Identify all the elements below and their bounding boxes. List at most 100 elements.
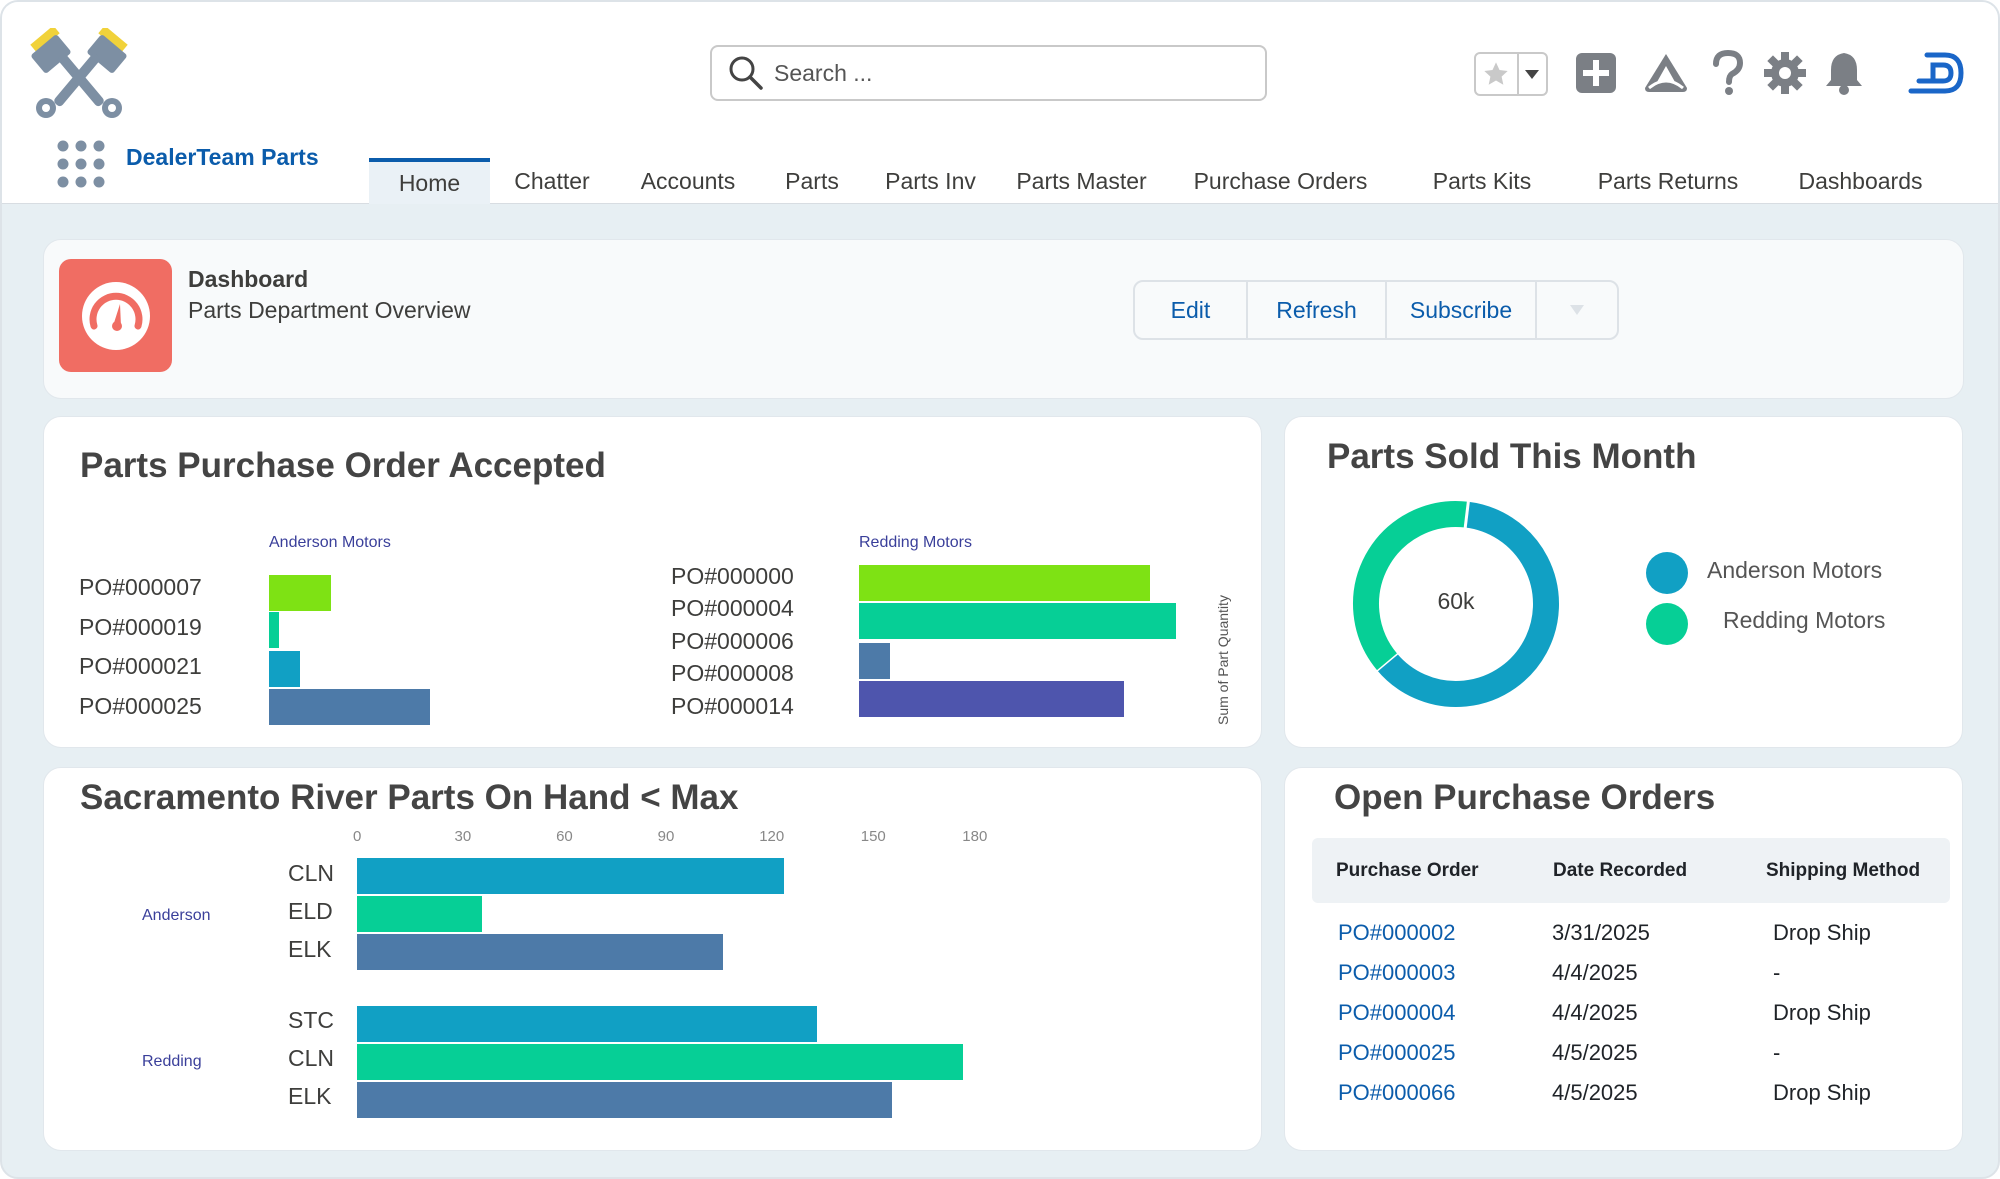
tab-parts-returns[interactable]: Parts Returns (1567, 158, 1769, 204)
setup-gear-icon[interactable] (1761, 48, 1809, 98)
on-hand-bar[interactable] (357, 858, 784, 894)
parts-sold-title: Parts Sold This Month (1327, 437, 1697, 476)
more-actions-button[interactable] (1537, 282, 1617, 338)
shipping-method-cell: - (1773, 1040, 1781, 1065)
search-input[interactable] (774, 59, 1244, 87)
category-label: ELK (288, 1083, 332, 1109)
tab-label: Parts Master (1016, 167, 1147, 194)
add-icon[interactable] (1572, 48, 1620, 98)
app-launcher-grid-icon[interactable] (55, 138, 107, 190)
favorites-star-icon[interactable] (1476, 54, 1517, 94)
purchase-order-link[interactable]: PO#000002 (1338, 920, 1456, 945)
po-accepted-card: Parts Purchase Order Accepted Anderson M… (43, 416, 1262, 748)
refresh-button[interactable]: Refresh (1248, 282, 1387, 338)
legend-label-redding: Redding Motors (1723, 607, 1886, 633)
favorites-control[interactable] (1474, 52, 1548, 96)
subscribe-button[interactable]: Subscribe (1387, 282, 1537, 338)
tab-home[interactable]: Home (369, 158, 490, 204)
edit-button[interactable]: Edit (1135, 282, 1248, 338)
po-bar[interactable] (859, 643, 891, 679)
po-category-label: PO#000004 (671, 595, 794, 621)
tab-accounts[interactable]: Accounts (614, 158, 762, 204)
parts-sold-card: Parts Sold This Month 60k Anderson Motor… (1284, 416, 1963, 748)
on-hand-title: Sacramento River Parts On Hand < Max (80, 778, 739, 817)
tab-parts-kits[interactable]: Parts Kits (1397, 158, 1567, 204)
po-category-label: PO#000025 (79, 693, 202, 719)
legend-label-anderson: Anderson Motors (1707, 557, 1883, 583)
dashboard-header-card: Dashboard Parts Department Overview Edit… (43, 239, 1964, 399)
category-label: ELD (288, 898, 333, 924)
tab-label: Purchase Orders (1193, 167, 1368, 194)
po-bar[interactable] (269, 689, 431, 725)
global-search[interactable] (710, 45, 1267, 101)
donut-slice[interactable] (1377, 501, 1559, 707)
tab-label: Parts Returns (1597, 167, 1739, 194)
help-icon[interactable] (1704, 48, 1752, 98)
favorites-dropdown-icon[interactable] (1516, 54, 1546, 94)
search-icon (729, 56, 763, 90)
group-label-redding: Redding (142, 1053, 202, 1070)
tab-dashboards[interactable]: Dashboards (1769, 158, 1952, 204)
po-accepted-title: Parts Purchase Order Accepted (80, 446, 606, 485)
po-category-label: PO#000014 (671, 693, 794, 719)
tab-label: Parts Kits (1432, 167, 1532, 194)
notifications-bell-icon[interactable] (1820, 48, 1868, 98)
open-pos-title: Open Purchase Orders (1334, 778, 1716, 817)
user-avatar-icon[interactable] (1907, 48, 1965, 98)
tab-label: Home (398, 169, 461, 196)
po-bar[interactable] (269, 612, 280, 648)
on-hand-bar[interactable] (357, 896, 483, 932)
column-header[interactable]: Purchase Order (1336, 860, 1479, 881)
shipping-method-cell: Drop Ship (1773, 920, 1871, 945)
tab-chatter[interactable]: Chatter (490, 158, 614, 204)
group-label-anderson: Anderson (142, 907, 211, 924)
po-category-label: PO#000021 (79, 653, 202, 679)
po-bar[interactable] (269, 575, 332, 611)
po-bar[interactable] (859, 565, 1151, 601)
on-hand-bar[interactable] (357, 934, 723, 970)
po-category-label: PO#000008 (671, 660, 794, 686)
redding-group-label: Redding Motors (859, 534, 972, 551)
on-hand-card: Sacramento River Parts On Hand < Max 0 30… (43, 767, 1262, 1151)
x-tick-label: 180 (962, 828, 988, 845)
x-tick-label: 0 (353, 828, 362, 845)
x-tick-label: 30 (454, 828, 472, 845)
navigation-bar: Home Chatter Accounts Parts Parts Inv Pa… (369, 158, 1952, 204)
donut-slice[interactable] (1353, 501, 1469, 671)
purchase-order-link[interactable]: PO#000004 (1338, 1000, 1456, 1025)
shipping-method-cell: - (1773, 960, 1781, 985)
column-header[interactable]: Shipping Method (1766, 860, 1921, 881)
tab-parts-inv[interactable]: Parts Inv (862, 158, 999, 204)
po-bar[interactable] (859, 681, 1125, 717)
tab-label: Parts (785, 167, 839, 194)
on-hand-bar[interactable] (357, 1044, 963, 1080)
po-bar[interactable] (859, 603, 1177, 639)
purchase-order-link[interactable]: PO#000066 (1338, 1080, 1456, 1105)
date-recorded-cell: 4/4/2025 (1552, 960, 1638, 985)
po-category-label: PO#000007 (79, 574, 202, 600)
donut-slice-separator (1463, 500, 1470, 529)
shipping-method-cell: Drop Ship (1773, 1000, 1871, 1025)
chevron-down-icon (1570, 305, 1584, 315)
on-hand-bar[interactable] (357, 1082, 892, 1118)
tab-parts-master[interactable]: Parts Master (999, 158, 1164, 204)
open-pos-card: Open Purchase Orders (1284, 767, 1963, 1151)
date-recorded-cell: 3/31/2025 (1552, 920, 1650, 945)
tab-purchase-orders[interactable]: Purchase Orders (1164, 158, 1397, 204)
tab-parts[interactable]: Parts (762, 158, 862, 204)
x-tick-label: 150 (860, 828, 886, 845)
tab-label: Accounts (640, 167, 736, 194)
column-header[interactable]: Date Recorded (1553, 860, 1688, 881)
crossed-pistons-logo (30, 28, 128, 118)
x-tick-label: 90 (657, 828, 675, 845)
tab-label: Parts Inv (885, 167, 976, 194)
purchase-order-link[interactable]: PO#000003 (1338, 960, 1456, 985)
trailhead-icon[interactable] (1642, 48, 1690, 98)
purchase-order-link[interactable]: PO#000025 (1338, 1040, 1456, 1065)
x-tick-label: 60 (556, 828, 573, 845)
po-bar[interactable] (269, 651, 301, 687)
on-hand-bar[interactable] (357, 1006, 818, 1042)
gauge-icon (59, 259, 172, 372)
category-label: CLN (288, 860, 335, 886)
